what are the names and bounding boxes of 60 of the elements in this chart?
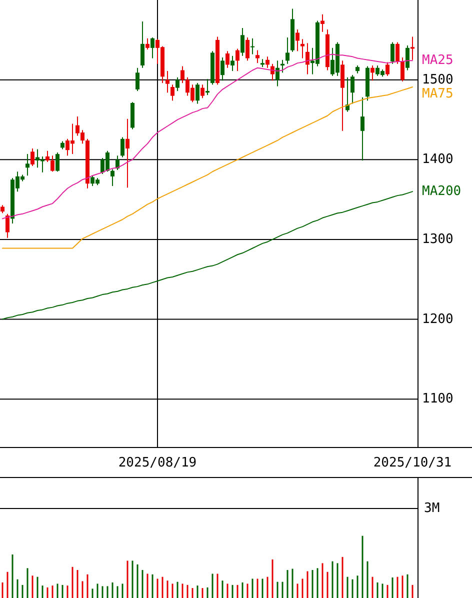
x-tick-label: 2025/10/31 <box>373 456 452 470</box>
candlestick <box>136 67 140 92</box>
y-tick-label: 1200 <box>422 312 454 327</box>
candlestick <box>386 62 390 76</box>
candlestick <box>266 56 270 68</box>
candlestick <box>150 37 154 59</box>
candlestick <box>30 148 34 167</box>
candlestick <box>296 29 300 52</box>
candlestick <box>230 55 234 72</box>
candlestick <box>220 56 224 82</box>
candlestick <box>116 155 120 171</box>
candlestick <box>320 14 324 32</box>
candlestick <box>350 74 354 104</box>
candlestick <box>256 50 260 64</box>
candlestick <box>50 155 54 172</box>
y-tick-label: 1400 <box>422 152 454 168</box>
candlestick <box>140 21 144 68</box>
candlestick <box>406 45 410 71</box>
candlestick <box>206 78 210 96</box>
candlestick <box>176 76 180 92</box>
candlestick <box>180 66 184 84</box>
candlestick <box>280 59 284 74</box>
candlestick <box>250 38 254 55</box>
candlestick <box>340 60 344 132</box>
candlestick <box>226 50 230 68</box>
candlestick <box>236 48 240 72</box>
candlestick <box>196 82 200 104</box>
candlestick <box>300 38 304 59</box>
candlestick <box>360 96 364 161</box>
candlestick <box>120 136 124 158</box>
candlestick <box>306 42 310 75</box>
series-label: MA200 <box>422 184 462 200</box>
y-tick-label: 1100 <box>422 392 454 407</box>
candlestick <box>390 42 394 64</box>
candlestick <box>410 36 414 60</box>
candlestick <box>110 168 114 186</box>
line-series <box>2 86 413 249</box>
series-label: MA25 <box>422 53 454 68</box>
candlestick <box>246 37 250 62</box>
x-tick-label: 2025/08/19 <box>118 456 197 470</box>
candlestick <box>400 56 404 82</box>
candlestick <box>146 38 150 50</box>
candlestick <box>170 84 174 102</box>
y-tick-label: 1300 <box>422 232 454 247</box>
candlestick <box>200 84 204 99</box>
ref-line-label: 3M <box>424 500 440 516</box>
candlestick <box>396 42 400 64</box>
candlestick <box>370 64 374 82</box>
y-tick-label: 1500 <box>422 72 454 88</box>
candlestick <box>56 152 60 172</box>
line-series <box>2 191 413 320</box>
candlestick <box>276 60 280 87</box>
candlestick <box>46 150 50 163</box>
series-label: MA75 <box>422 86 454 102</box>
candlestick <box>6 213 10 238</box>
candlestick <box>26 154 30 176</box>
candlestick <box>126 118 130 188</box>
candlestick <box>166 70 170 94</box>
candlestick <box>240 27 244 56</box>
candlestick <box>286 37 290 64</box>
